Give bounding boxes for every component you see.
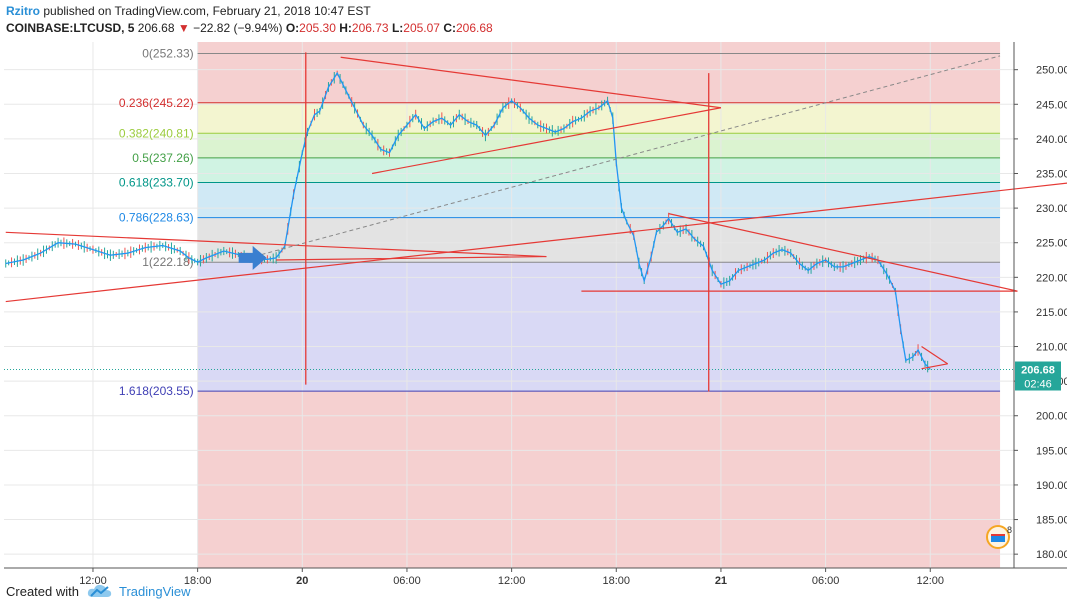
chart-header: Rzitro published on TradingView.com, Feb… [6,3,493,37]
trendline-small-triangle-bottom[interactable] [921,363,948,370]
high-label: H: [339,21,352,35]
symbol-label[interactable]: COINBASE:LTCUSD, 5 [6,21,135,35]
fib-label-1.618: 1.618(203.55) [119,384,194,398]
y-tick-label: 200.00 [1036,411,1067,423]
fib-label-0: 0(252.33) [142,47,193,61]
change-value: −22.82 (−9.94%) [193,21,283,35]
fib-label-0.618: 0.618(233.70) [119,175,194,189]
y-tick-label: 235.00 [1036,169,1067,181]
fib-band-0.5 [197,157,1001,183]
fib-label-1: 1(222.18) [142,255,193,269]
x-tick-label: 06:00 [393,575,421,587]
published-text: published on TradingView.com, February 2… [43,4,371,18]
x-tick-label: 12:00 [917,575,945,587]
high-value: 206.73 [351,21,389,35]
fib-label-0.236: 0.236(245.22) [119,96,194,110]
y-tick-label: 230.00 [1036,203,1067,215]
x-tick-label: 06:00 [812,575,840,587]
fib-band-0.382 [197,133,1001,158]
down-triangle-icon: ▼ [177,21,190,35]
footer: Created with TradingView [6,583,191,599]
y-tick-label: 210.00 [1036,342,1067,354]
x-tick-label: 12:00 [498,575,526,587]
trendline-desc-wedge-upper[interactable] [340,56,722,109]
fib-label-0.786: 0.786(228.63) [119,211,194,225]
y-tick-label: 220.00 [1036,272,1067,284]
indicator-flag-icon[interactable]: 8 [986,525,1012,549]
fib-band-0.786 [197,217,1001,263]
close-label: C: [443,21,456,35]
y-tick-label: 245.00 [1036,99,1067,111]
y-tick-label: 240.00 [1036,134,1067,146]
author-link[interactable]: Rzitro [6,4,40,18]
price-badge [1015,361,1061,377]
x-tick-label: 20 [296,575,308,587]
x-tick-label: 18:00 [184,575,212,587]
trendline-lower-left-triangle-bottom[interactable] [276,255,547,261]
price-badge-value: 206.68 [1021,365,1055,377]
countdown-badge-value: 02:46 [1024,379,1052,391]
x-tick-label: 18:00 [603,575,631,587]
tradingview-brand-link[interactable]: TradingView [118,583,191,599]
low-label: L: [391,21,404,35]
trendline-right-wedge-upper[interactable] [668,213,1018,292]
dashed-trendline[interactable] [241,55,1001,261]
close-value: 206.68 [455,21,493,35]
publish-line: Rzitro published on TradingView.com, Feb… [6,3,493,20]
ohlc-line: COINBASE:LTCUSD, 5 206.68 ▼ −22.82 (−9.9… [6,20,493,37]
fib-band-bottom [197,391,1001,568]
fib-band-0.618 [197,182,1001,218]
x-tick-label: 12:00 [79,575,107,587]
svg-text:8: 8 [1007,525,1012,535]
tradingview-cloud-icon [87,584,112,597]
trendline-desc-wedge-lower[interactable] [371,107,722,175]
y-tick-label: 180.00 [1036,549,1067,561]
fib-band-top [197,42,1001,54]
blue-arrow-icon [238,245,267,270]
countdown-badge [1015,376,1061,391]
x-tick-label: 21 [715,575,727,587]
trendline-small-triangle-top[interactable] [921,346,949,365]
y-tick-label: 195.00 [1036,445,1067,457]
y-tick-label: 190.00 [1036,480,1067,492]
open-label: O: [285,21,300,35]
y-tick-label: 225.00 [1036,238,1067,250]
created-with-label: Created with [6,583,79,599]
fib-label-0.382: 0.382(240.81) [119,126,194,140]
y-tick-label: 215.00 [1036,307,1067,319]
low-value: 205.07 [403,21,440,35]
trendline-long-support[interactable] [5,177,1067,303]
y-tick-label: 185.00 [1036,515,1067,527]
fib-band-1 [197,262,1001,392]
fib-label-0.5: 0.5(237.26) [132,151,193,165]
y-tick-label: 250.00 [1036,65,1067,77]
last-price: 206.68 [137,21,175,35]
open-value: 205.30 [299,21,336,35]
fib-band-0 [197,53,1001,103]
trendline-lower-left-triangle-top[interactable] [5,231,547,258]
